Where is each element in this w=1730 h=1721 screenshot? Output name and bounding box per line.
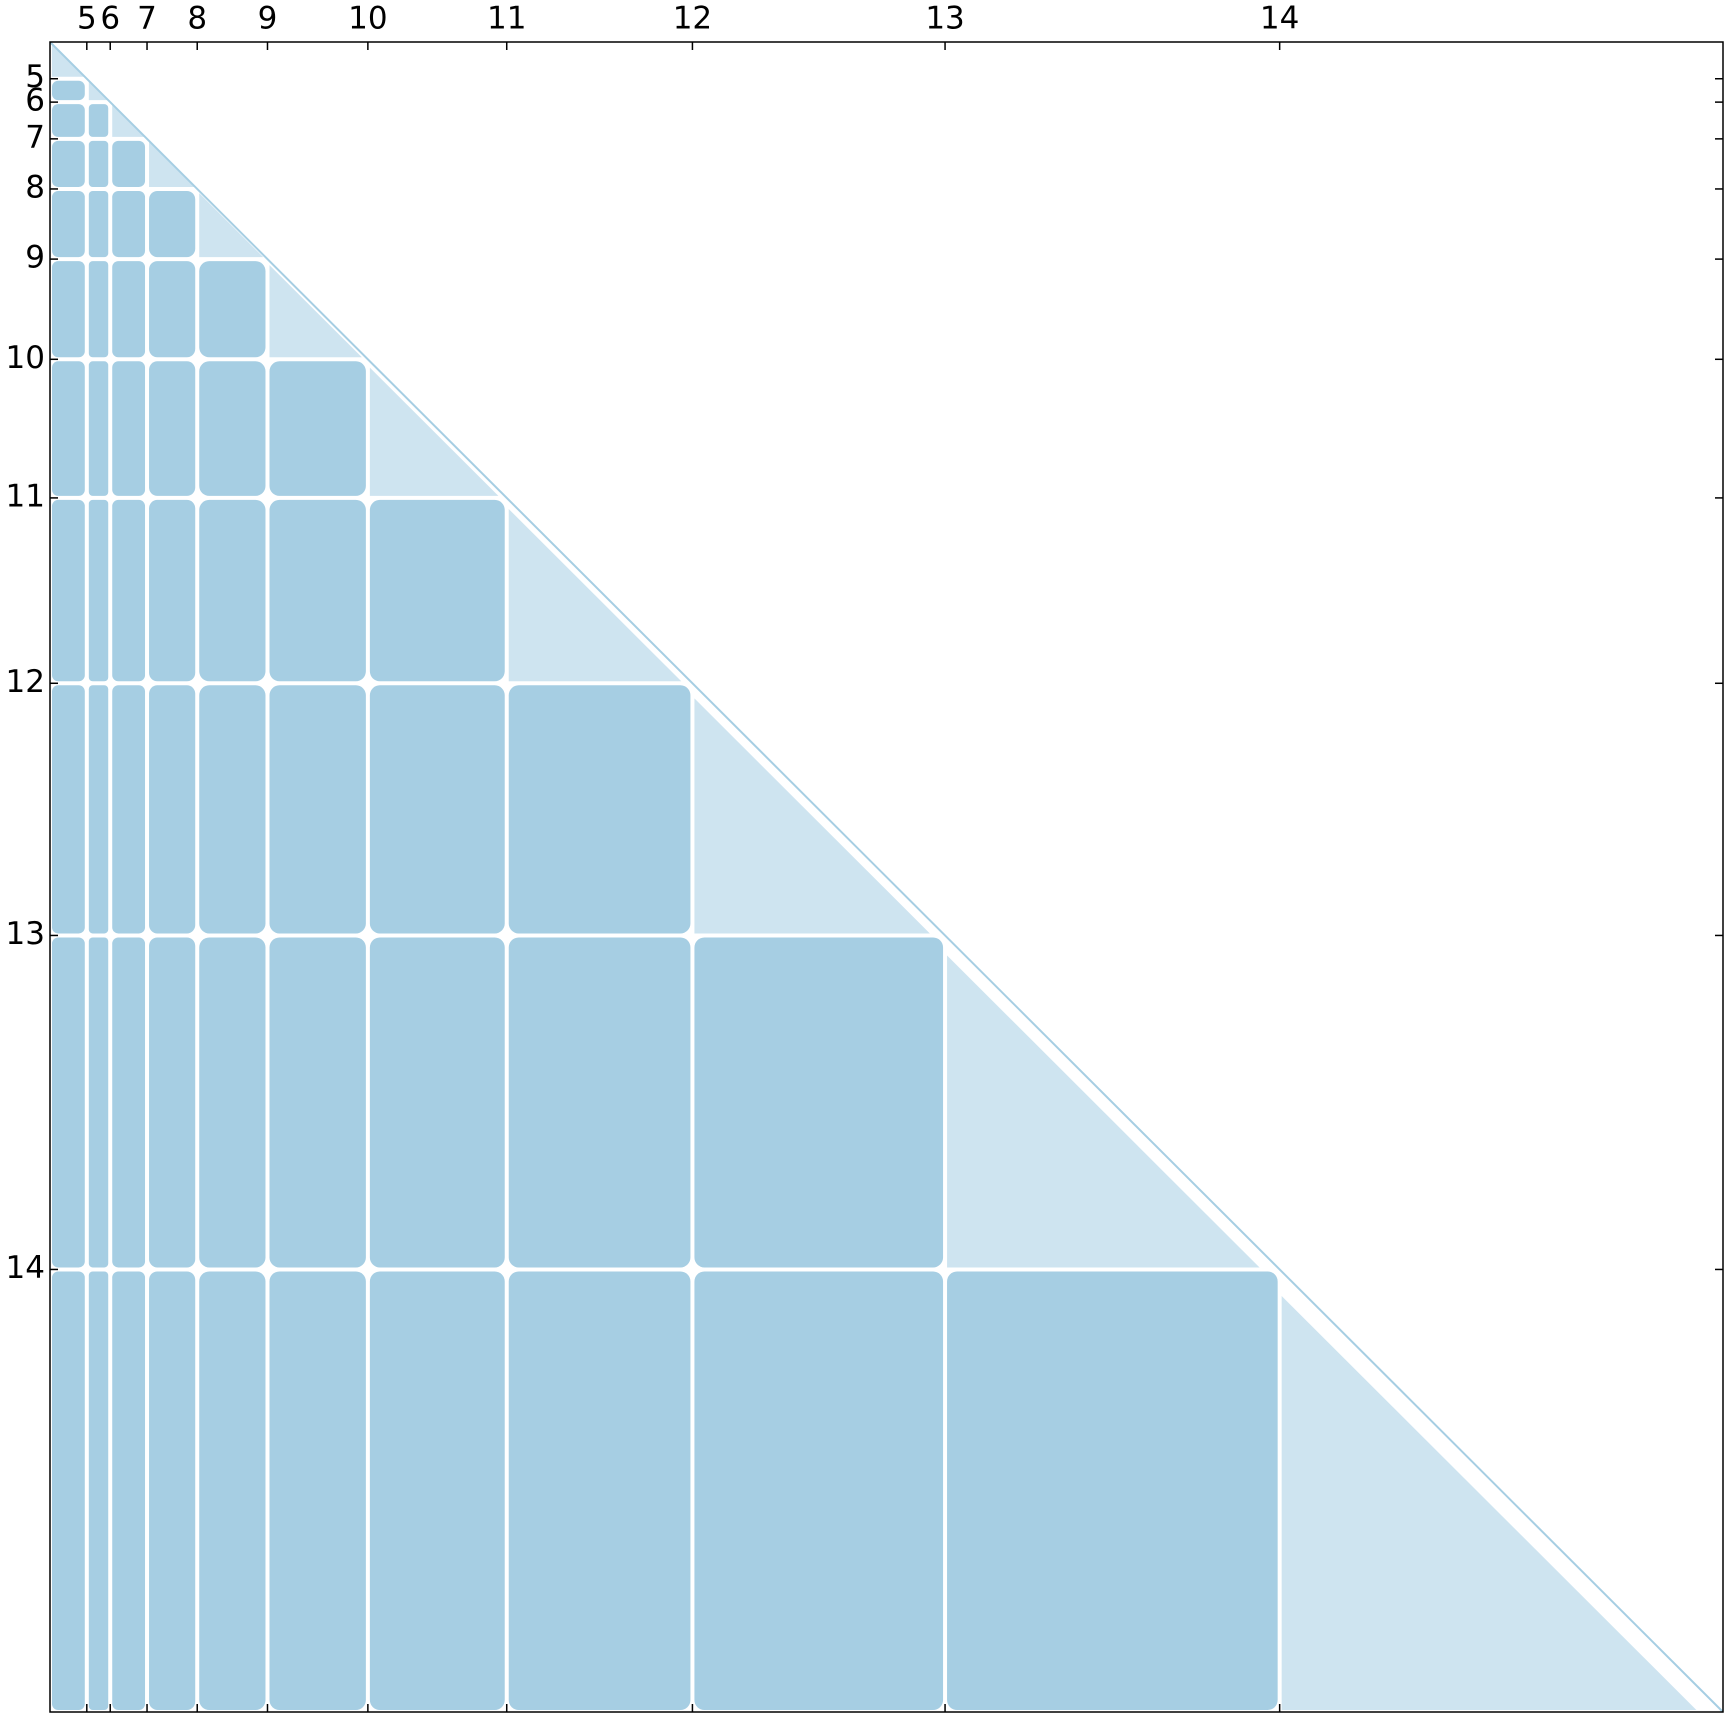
diagonal-block	[1281, 1296, 1697, 1710]
y-tick-label: 11	[6, 478, 45, 514]
block	[112, 190, 146, 258]
block	[112, 261, 146, 358]
y-tick-label: 13	[6, 916, 45, 952]
block	[269, 685, 366, 934]
block	[112, 685, 146, 934]
block	[369, 937, 505, 1268]
x-tick-label: 12	[673, 1, 712, 37]
block	[199, 1271, 266, 1710]
x-tick-label: 14	[1260, 1, 1299, 37]
block	[112, 499, 146, 682]
block	[269, 361, 366, 496]
block	[52, 140, 85, 187]
block	[269, 499, 366, 682]
x-tick-label: 13	[925, 1, 964, 37]
block	[52, 261, 85, 358]
x-tick-label: 11	[487, 1, 526, 37]
block	[52, 190, 85, 258]
block	[88, 140, 109, 187]
x-tick-label: 10	[348, 1, 387, 37]
block	[88, 685, 109, 934]
y-tick-label: 14	[6, 1250, 45, 1286]
block	[369, 1271, 505, 1710]
block	[508, 685, 691, 934]
block	[88, 190, 109, 258]
plot-frame	[49, 41, 1724, 1713]
y-tick-label: 9	[25, 240, 45, 276]
matrix-blocks	[49, 41, 1724, 1713]
block	[88, 937, 109, 1268]
block	[112, 937, 146, 1268]
block	[269, 937, 366, 1268]
block	[52, 104, 85, 137]
diagonal-block	[199, 193, 264, 258]
block	[694, 1271, 944, 1710]
x-tick-label: 5	[77, 1, 97, 37]
block	[88, 361, 109, 496]
diagonal-block	[508, 509, 682, 682]
block	[199, 261, 266, 358]
block	[199, 937, 266, 1268]
block	[199, 361, 266, 496]
diagonal-block	[269, 265, 362, 358]
block	[369, 499, 505, 682]
block	[88, 104, 109, 137]
block	[508, 1271, 691, 1710]
y-tick-label: 10	[6, 340, 45, 376]
block	[508, 937, 691, 1268]
block	[369, 685, 505, 934]
block	[694, 937, 944, 1268]
block	[149, 1271, 196, 1710]
y-tick-label: 7	[25, 119, 45, 155]
y-tick-label: 8	[25, 169, 45, 205]
block	[52, 80, 85, 101]
block	[947, 1271, 1278, 1710]
y-tick-label: 12	[6, 664, 45, 700]
block	[149, 685, 196, 934]
block	[52, 1271, 85, 1710]
block	[88, 1271, 109, 1710]
diagonal-block	[369, 367, 499, 496]
x-tick-label: 6	[100, 1, 120, 37]
block	[269, 1271, 366, 1710]
x-tick-label: 8	[187, 1, 207, 37]
block	[149, 937, 196, 1268]
block	[112, 361, 146, 496]
block	[199, 685, 266, 934]
block	[112, 1271, 146, 1710]
y-tick-label: 5	[25, 59, 45, 95]
block	[88, 499, 109, 682]
block	[52, 499, 85, 682]
y-tick-label: 6	[25, 83, 45, 119]
diagonal-block	[947, 955, 1260, 1268]
block	[149, 499, 196, 682]
block	[149, 361, 196, 496]
block	[52, 361, 85, 496]
x-tick-label: 9	[258, 1, 278, 37]
block	[88, 261, 109, 358]
block	[52, 685, 85, 934]
block	[52, 937, 85, 1268]
block	[149, 190, 196, 258]
diagonal-block	[694, 698, 930, 934]
x-tick-label: 7	[137, 1, 157, 37]
block	[199, 499, 266, 682]
diagonal	[49, 41, 1724, 1713]
block	[149, 261, 196, 358]
block	[112, 140, 146, 187]
